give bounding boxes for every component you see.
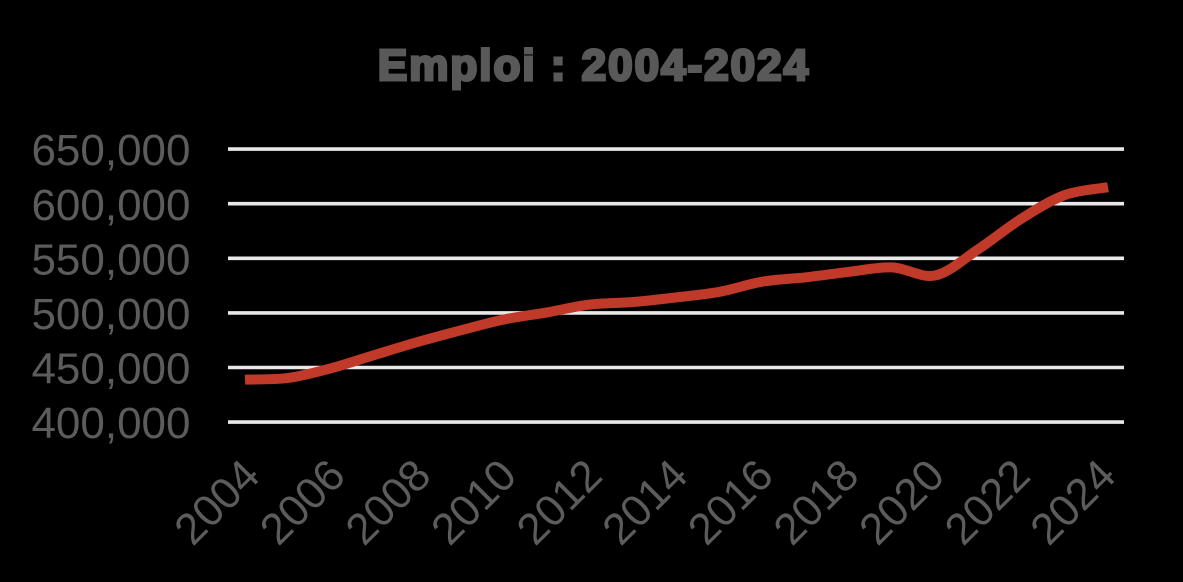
svg-text:400,000: 400,000 bbox=[31, 399, 190, 448]
svg-text:2020: 2020 bbox=[850, 450, 954, 554]
svg-text:2016: 2016 bbox=[679, 450, 783, 554]
svg-text:2014: 2014 bbox=[593, 450, 697, 554]
svg-text:Emploi : 2004-2024: Emploi : 2004-2024 bbox=[378, 41, 810, 90]
svg-text:550,000: 550,000 bbox=[31, 235, 190, 284]
svg-text:2018: 2018 bbox=[764, 450, 868, 554]
svg-text:2022: 2022 bbox=[936, 450, 1040, 554]
svg-text:500,000: 500,000 bbox=[31, 290, 190, 339]
svg-text:2004: 2004 bbox=[165, 450, 269, 554]
svg-text:650,000: 650,000 bbox=[31, 126, 190, 175]
svg-text:450,000: 450,000 bbox=[31, 345, 190, 394]
svg-text:2008: 2008 bbox=[336, 450, 440, 554]
svg-text:2024: 2024 bbox=[1021, 450, 1125, 554]
svg-text:2012: 2012 bbox=[508, 450, 612, 554]
svg-text:2010: 2010 bbox=[422, 450, 526, 554]
svg-text:2006: 2006 bbox=[251, 450, 355, 554]
svg-text:600,000: 600,000 bbox=[31, 181, 190, 230]
